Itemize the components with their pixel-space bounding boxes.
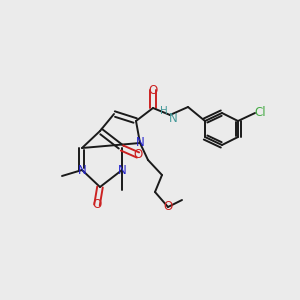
Text: N: N — [78, 164, 86, 176]
Text: O: O — [134, 148, 142, 161]
Text: N: N — [118, 164, 126, 176]
Text: O: O — [164, 200, 172, 214]
Text: N: N — [136, 136, 144, 149]
Text: H: H — [160, 106, 168, 116]
Text: N: N — [169, 112, 177, 124]
Text: Cl: Cl — [254, 106, 266, 119]
Text: O: O — [148, 83, 158, 97]
Text: O: O — [92, 199, 102, 212]
